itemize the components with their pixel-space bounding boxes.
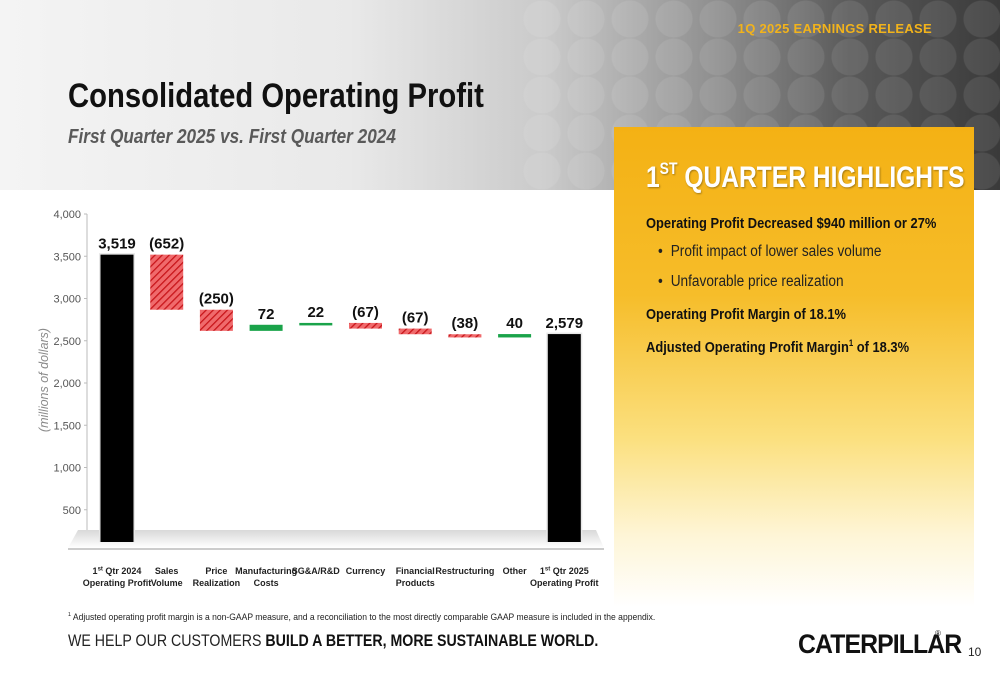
y-tick-label: 2,000 (53, 378, 81, 390)
y-tick-label: 1,500 (53, 420, 81, 432)
data-label: (67) (402, 310, 429, 327)
category-label: Products (396, 578, 435, 588)
page-title: Consolidated Operating Profit (68, 77, 484, 115)
highlights-title: 1ST QUARTER HIGHLIGHTS (646, 159, 965, 194)
highlight-heading: Operating Profit Decreased $940 million … (646, 215, 937, 232)
data-label: 72 (258, 306, 275, 323)
data-label: (38) (452, 315, 479, 332)
category-label: Operating Profit (530, 578, 599, 588)
registered-mark: ® (935, 629, 941, 638)
decrease-bar (349, 322, 382, 329)
page-subtitle: First Quarter 2025 vs. First Quarter 202… (68, 126, 396, 148)
data-label: 3,519 (98, 236, 136, 253)
highlight-bullet: Unfavorable price realization (658, 273, 844, 291)
data-label: 22 (307, 304, 324, 321)
category-label: Sales (155, 566, 179, 576)
y-tick-label: 4,000 (53, 209, 81, 221)
highlight-bullet: Profit impact of lower sales volume (658, 243, 882, 261)
category-label: Realization (193, 578, 241, 588)
decrease-bar (150, 254, 184, 310)
total-bar (100, 254, 134, 542)
category-label: Restructuring (435, 566, 494, 576)
decrease-bar (398, 328, 432, 335)
data-label: 40 (506, 315, 523, 332)
highlight-heading: Operating Profit Margin of 18.1% (646, 306, 846, 323)
page-number: 10 (968, 645, 982, 659)
data-label: (250) (199, 291, 234, 308)
category-label: Manufacturing (235, 566, 297, 576)
y-tick-label: 1,000 (53, 463, 81, 475)
highlight-heading: Adjusted Operating Profit Margin1 of 18.… (646, 338, 910, 356)
category-label: Other (503, 566, 528, 576)
release-tag: 1Q 2025 EARNINGS RELEASE (737, 21, 932, 36)
y-tick-label: 2,500 (53, 336, 81, 348)
category-label: 1st Qtr 2024 (93, 566, 142, 576)
increase-bar (498, 334, 532, 338)
total-bar (547, 334, 581, 542)
category-label: 1st Qtr 2025 (540, 566, 589, 576)
category-label: Operating Profit (83, 578, 152, 588)
category-label: Volume (151, 578, 183, 588)
increase-bar (249, 324, 283, 331)
category-label: Currency (346, 566, 386, 576)
category-label: Financial (396, 566, 435, 576)
category-label: Costs (254, 578, 279, 588)
increase-bar (299, 322, 333, 326)
decrease-bar (199, 309, 233, 331)
waterfall-chart: 500 1,000 1,500 2,000 2,500 3,000 3,500 4,000 3… (0, 190, 614, 600)
data-label: 2,579 (546, 315, 584, 332)
tagline: WE HELP OUR CUSTOMERS BUILD A BETTER, MO… (68, 632, 599, 650)
y-tick-label: 3,500 (53, 251, 81, 263)
decrease-bar (448, 334, 482, 338)
data-label: (652) (149, 236, 184, 253)
category-label: SG&A/R&D (292, 566, 341, 576)
y-axis-label: (millions of dollars) (37, 328, 51, 432)
chart-baseline (68, 548, 604, 550)
footnote: 1 Adjusted operating profit margin is a … (68, 612, 656, 624)
data-label: (67) (352, 304, 379, 321)
highlights-panel: 1ST QUARTER HIGHLIGHTS Operating Profit … (614, 127, 974, 607)
caterpillar-logo: CATERPILLAR (798, 629, 962, 659)
chart-svg: 500 1,000 1,500 2,000 2,500 3,000 3,500 4,000 3… (37, 209, 604, 588)
y-tick-label: 500 (63, 505, 81, 517)
category-label: Price (205, 566, 227, 576)
y-tick-label: 3,000 (53, 294, 81, 306)
chart-floor (68, 530, 604, 548)
